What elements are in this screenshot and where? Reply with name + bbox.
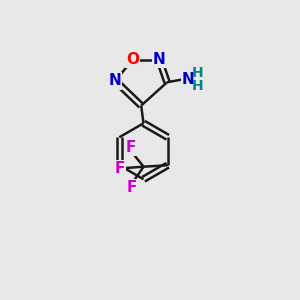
- Text: F: F: [125, 140, 136, 155]
- Text: F: F: [115, 161, 125, 176]
- Text: N: N: [182, 72, 195, 87]
- Text: H: H: [192, 79, 203, 93]
- Text: O: O: [126, 52, 139, 67]
- Text: H: H: [192, 66, 203, 80]
- Text: N: N: [108, 73, 121, 88]
- Text: F: F: [127, 179, 137, 194]
- Text: N: N: [153, 52, 166, 67]
